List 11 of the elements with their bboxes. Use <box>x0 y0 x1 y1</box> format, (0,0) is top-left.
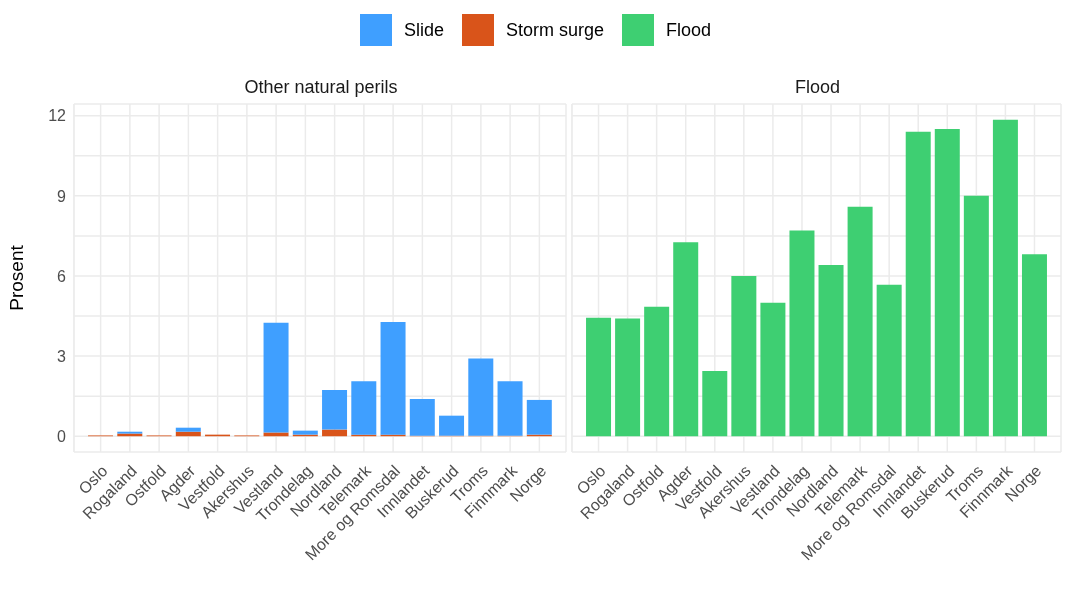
y-tick-label: 6 <box>57 267 67 285</box>
legend-label: Slide <box>403 19 444 41</box>
y-tick-label: 3 <box>57 347 67 365</box>
y-tick-label: 0 <box>57 427 67 445</box>
y-tick-label: 9 <box>57 187 67 205</box>
y-axis-title: Prosent <box>5 244 27 311</box>
legend-label: Flood <box>666 19 712 41</box>
legend-label: Storm surge <box>505 19 605 41</box>
chart-title: Flood <box>794 76 841 99</box>
y-tick-label: 12 <box>48 107 67 125</box>
chart-title: Other natural perils <box>243 76 399 99</box>
